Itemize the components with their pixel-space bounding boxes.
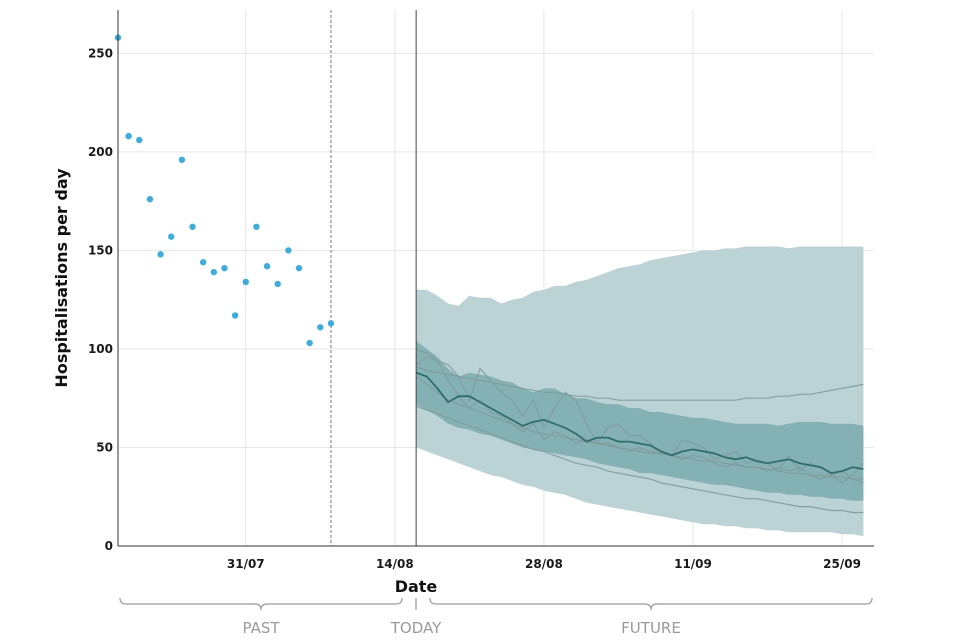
y-tick-label: 100 — [88, 342, 113, 356]
observed-point — [295, 264, 303, 272]
observed-point — [125, 132, 132, 140]
date-markers — [330, 10, 417, 546]
observed-point — [242, 278, 249, 286]
future-label: FUTURE — [621, 619, 681, 637]
observed-point — [189, 223, 196, 230]
observed-point — [253, 223, 260, 230]
y-tick-label: 50 — [96, 440, 113, 454]
axes — [117, 10, 874, 547]
observed-point — [136, 136, 143, 144]
today-label: TODAY — [390, 619, 442, 637]
trajectory-line-5 — [415, 405, 864, 514]
observed-point — [168, 233, 175, 240]
observed-point — [327, 320, 335, 327]
observed-point — [178, 156, 186, 163]
x-tick-label: 31/07 — [227, 557, 265, 571]
future-brace — [429, 597, 873, 611]
past-brace — [119, 597, 403, 611]
x-tick-label: 14/08 — [376, 557, 414, 571]
observed-point — [274, 280, 281, 288]
forecast-trajectories — [415, 348, 864, 514]
observed-point — [317, 324, 324, 331]
observed-point — [285, 247, 292, 254]
x-tick-label: 28/08 — [525, 557, 563, 571]
observed-point — [146, 195, 154, 203]
y-tick-label: 150 — [88, 243, 113, 257]
observed-point — [199, 259, 207, 266]
observed-points — [114, 34, 335, 347]
period-braces — [119, 597, 873, 611]
x-axis-title: Date — [395, 577, 438, 596]
x-tick-label: 25/09 — [823, 557, 861, 571]
x-tick-label: 11/09 — [674, 557, 712, 571]
trajectory-line-1 — [415, 376, 864, 480]
observed-point — [263, 262, 271, 270]
trajectory-line-2 — [415, 356, 864, 484]
y-axis-title: Hospitalisations per day — [52, 168, 71, 388]
y-tick-label: 200 — [88, 145, 113, 159]
trajectory-line-3 — [415, 348, 864, 484]
observed-point — [221, 264, 228, 272]
observed-point — [157, 251, 164, 258]
trajectory-line-4 — [415, 366, 864, 401]
tick-labels: 0 50 100 150 200 250 31/07 14/08 28/08 11/09 25/09 — [88, 46, 861, 571]
forecast-median — [415, 371, 864, 475]
observed-point — [210, 268, 218, 276]
past-label: PAST — [242, 619, 280, 637]
y-tick-label: 0 — [105, 539, 113, 553]
median-line — [415, 371, 864, 475]
y-tick-label: 250 — [88, 46, 113, 60]
observed-point — [306, 339, 313, 347]
observed-point — [231, 312, 239, 319]
